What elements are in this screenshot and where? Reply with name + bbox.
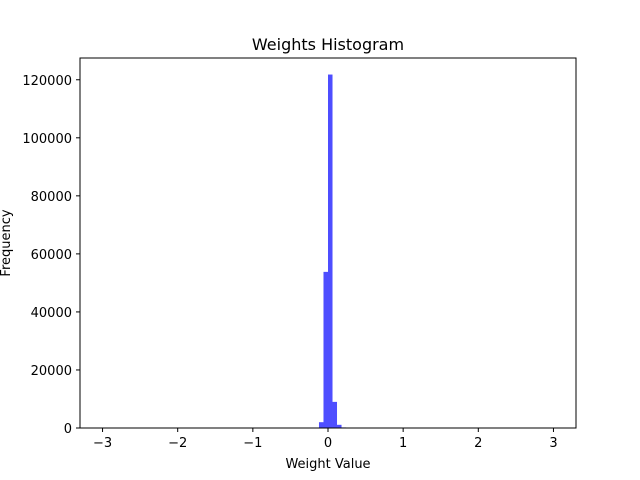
chart-title: Weights Histogram [252, 35, 404, 54]
x-axis-title: Weight Value [285, 457, 370, 472]
x-tick-label-2: −1 [243, 436, 262, 451]
y-tick-label-5: 100000 [22, 132, 72, 147]
y-tick-label-2: 40000 [31, 306, 72, 321]
x-tick-label-0: −3 [93, 436, 112, 451]
histogram-bar-2 [328, 74, 333, 429]
x-tick-label-5: 2 [474, 436, 482, 451]
y-axis: 0 20000 40000 60000 80000 100000 120000 [22, 74, 80, 437]
y-tick-label-1: 20000 [31, 364, 72, 379]
y-tick-label-3: 60000 [31, 248, 72, 263]
x-axis: −3 −2 −1 0 1 2 3 [93, 428, 558, 451]
x-tick-label-3: 0 [324, 436, 332, 451]
histogram-bar-3 [332, 401, 338, 428]
y-tick-label-4: 80000 [31, 190, 72, 205]
histogram-bar-4 [337, 424, 342, 428]
x-tick-label-6: 3 [549, 436, 557, 451]
x-tick-label-4: 1 [399, 436, 407, 451]
histogram-bar-0 [318, 422, 324, 428]
y-tick-label-6: 120000 [22, 74, 72, 89]
bars-group [318, 74, 347, 429]
x-tick-label-1: −2 [168, 436, 187, 451]
histogram-bar-1 [323, 271, 328, 428]
y-tick-label-0: 0 [64, 422, 72, 437]
y-axis-title: Frequency [0, 209, 14, 276]
